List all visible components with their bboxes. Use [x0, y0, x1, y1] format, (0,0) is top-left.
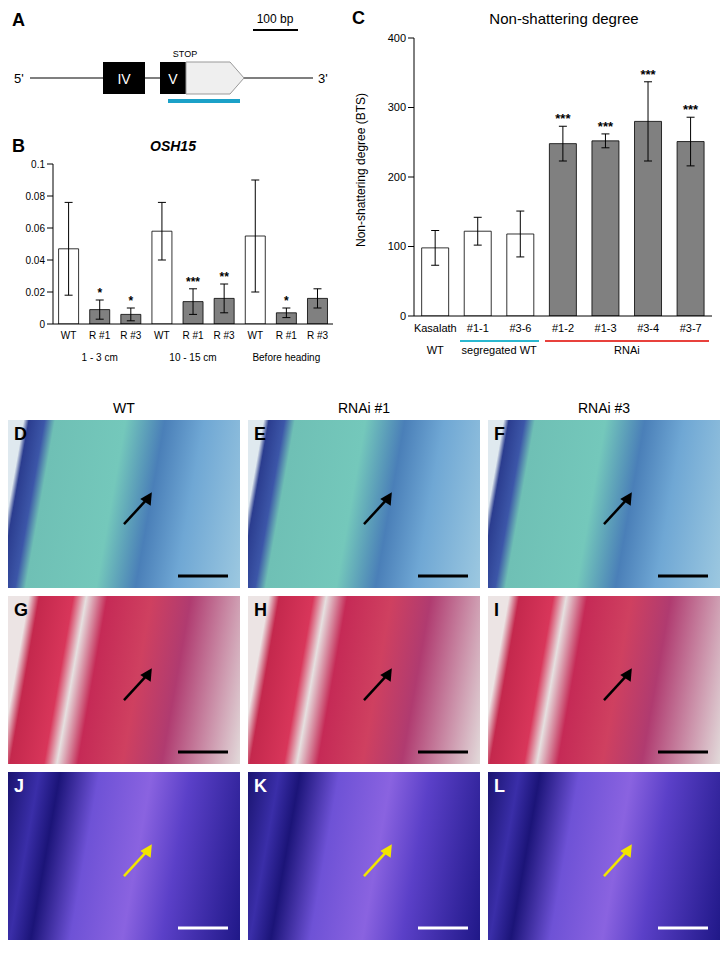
svg-text:R #1: R #1	[276, 330, 298, 341]
html-text:1 - 3 cm: 1 - 3 cm	[81, 352, 118, 363]
svg-text:#3-6: #3-6	[509, 322, 531, 334]
html-text:E: E	[254, 424, 266, 444]
html-text:D: D	[14, 424, 27, 444]
svg-text:*: *	[128, 294, 133, 308]
svg-text:5': 5'	[14, 71, 24, 86]
svg-text:0: 0	[39, 319, 45, 330]
html-text:WT: WT	[113, 400, 135, 416]
html-text:RNAi #3: RNAi #3	[577, 400, 631, 416]
html-text:F: F	[494, 424, 505, 444]
svg-text:***: ***	[186, 275, 200, 289]
svg-text:400: 400	[388, 32, 406, 44]
svg-text:IV: IV	[117, 71, 131, 87]
html-text:Non-shattering degree: Non-shattering degree	[489, 10, 639, 27]
html-text:Before heading: Before heading	[252, 352, 321, 363]
html-text:I: I	[494, 600, 499, 620]
svg-text:***: ***	[640, 67, 656, 82]
svg-text:WT: WT	[61, 330, 77, 341]
svg-text:#3-4: #3-4	[637, 322, 659, 334]
svg-text:200: 200	[388, 171, 406, 183]
svg-text:3': 3'	[318, 71, 328, 86]
html-text:RNAi: RNAi	[614, 344, 640, 356]
svg-text:R #3: R #3	[214, 330, 236, 341]
html-text:C: C	[352, 8, 365, 28]
svg-text:#1-3: #1-3	[595, 322, 617, 334]
svg-text:0.08: 0.08	[26, 191, 46, 202]
svg-text:0.04: 0.04	[26, 255, 46, 266]
svg-text:0.1: 0.1	[31, 159, 45, 170]
html-text:segregated WT: segregated WT	[461, 344, 537, 356]
svg-text:R #3: R #3	[307, 330, 329, 341]
svg-text:Kasalath: Kasalath	[414, 322, 457, 334]
svg-text:R #1: R #1	[89, 330, 111, 341]
html-text:WT: WT	[426, 344, 444, 356]
svg-text:***: ***	[683, 102, 699, 117]
svg-text:0.06: 0.06	[26, 223, 46, 234]
svg-text:***: ***	[598, 119, 614, 134]
svg-text:0.02: 0.02	[26, 287, 46, 298]
html-text:H: H	[254, 600, 267, 620]
svg-text:#1-2: #1-2	[552, 322, 574, 334]
html-text:G: G	[14, 600, 28, 620]
html-text:L: L	[494, 776, 505, 796]
svg-text:***: ***	[555, 111, 571, 126]
svg-text:*: *	[284, 294, 289, 308]
svg-text:R #1: R #1	[182, 330, 204, 341]
svg-text:#1-1: #1-1	[467, 322, 489, 334]
svg-text:100: 100	[388, 240, 406, 252]
svg-text:#3-7: #3-7	[680, 322, 702, 334]
html-text:K: K	[254, 776, 267, 796]
svg-text:WT: WT	[247, 330, 263, 341]
svg-text:WT: WT	[154, 330, 170, 341]
html-text:OSH15: OSH15	[150, 138, 196, 154]
svg-text:STOP: STOP	[173, 49, 197, 59]
svg-text:**: **	[219, 270, 229, 284]
svg-text:100 bp: 100 bp	[257, 12, 294, 26]
html-text:10 - 15 cm: 10 - 15 cm	[169, 352, 217, 363]
svg-text:V: V	[168, 71, 178, 87]
html-text:J: J	[14, 776, 24, 796]
html-text:B: B	[12, 136, 25, 156]
svg-text:*: *	[97, 286, 102, 300]
svg-text:Non-shattering degree (BTS): Non-shattering degree (BTS)	[354, 93, 368, 247]
svg-text:R #3: R #3	[120, 330, 142, 341]
html-text:RNAi #1: RNAi #1	[337, 400, 391, 416]
svg-text:300: 300	[388, 101, 406, 113]
svg-text:A: A	[12, 10, 25, 30]
svg-text:0: 0	[400, 310, 406, 322]
